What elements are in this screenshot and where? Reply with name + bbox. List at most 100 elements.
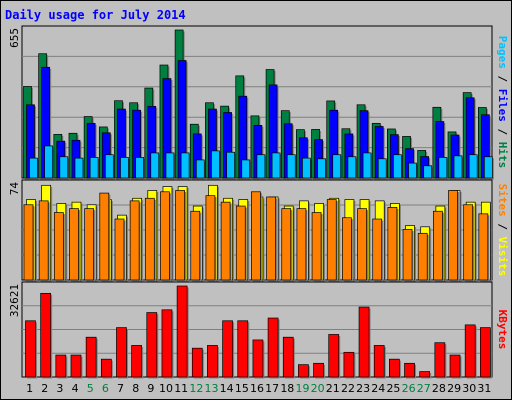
kbytes-bar	[389, 358, 400, 378]
pages-bar	[286, 154, 296, 179]
kbytes-bar	[207, 345, 218, 378]
legend-label: KBytes	[496, 310, 509, 350]
legend-entry: Visits	[496, 237, 509, 277]
sites-bar	[175, 190, 185, 281]
legend-entry: /	[496, 122, 509, 142]
kbytes-bar	[85, 336, 97, 378]
legend-entry: KBytes	[496, 310, 509, 350]
kbytes-bar	[70, 354, 82, 378]
pages-bar	[195, 159, 205, 179]
pages-bar	[423, 165, 433, 179]
kbytes-bar	[131, 345, 142, 378]
pages-bar	[468, 154, 478, 179]
pages-bar	[211, 150, 220, 179]
day-label: 13	[205, 382, 219, 395]
day-label: 15	[235, 382, 249, 395]
day-label: 22	[341, 382, 355, 395]
chart-title: Daily usage for July 2014	[5, 8, 186, 22]
kbytes-bar	[100, 358, 112, 378]
sites-bar	[266, 196, 276, 281]
sites-bar	[478, 213, 489, 281]
kbytes-bar	[328, 334, 340, 378]
pages-bar	[483, 156, 493, 179]
y-max-label: 74	[8, 182, 21, 196]
pages-bar	[377, 158, 387, 179]
day-label: 23	[356, 382, 370, 395]
legend-entry: /	[496, 69, 509, 89]
legend-entry: /	[496, 217, 509, 237]
pages-bar	[362, 152, 372, 179]
kbytes-bar	[282, 336, 294, 378]
kbytes-bar	[222, 320, 233, 378]
legend-label: Sites / Visits	[496, 184, 509, 277]
pages-bar	[332, 154, 342, 179]
pages-bar	[150, 152, 160, 179]
pages-bar	[180, 152, 190, 179]
day-label: 14	[220, 382, 234, 395]
kbytes-bar	[146, 312, 158, 378]
sites-bar	[372, 218, 383, 281]
kbytes-bar	[298, 364, 309, 378]
kbytes-bar	[343, 351, 355, 378]
legend-entry: Pages	[496, 36, 509, 69]
sites-bar	[144, 197, 155, 281]
kbytes-bar	[191, 347, 203, 378]
sites-bar	[84, 208, 94, 281]
sites-bar	[38, 200, 49, 281]
pages-bar	[256, 154, 266, 179]
sites-bar	[129, 200, 140, 281]
sites-bar	[402, 229, 413, 281]
kbytes-bar	[25, 320, 36, 378]
kbytes-bar	[479, 327, 491, 378]
day-label: 28	[432, 382, 446, 395]
sites-bar	[23, 204, 34, 281]
pages-bar	[438, 157, 448, 179]
pages-bar	[120, 157, 129, 179]
pages-bar	[347, 156, 357, 179]
pages-bar	[271, 152, 281, 179]
day-label: 21	[326, 382, 340, 395]
day-label: 29	[447, 382, 461, 395]
day-label: 11	[174, 382, 188, 395]
kbytes-bar	[449, 354, 461, 378]
day-label: 25	[386, 382, 400, 395]
sites-bar	[235, 205, 246, 281]
day-label: 30	[462, 382, 476, 395]
sites-bar	[190, 210, 201, 281]
day-label: 26	[402, 382, 416, 395]
kbytes-bar	[176, 285, 188, 378]
pages-bar	[29, 157, 38, 179]
day-label: 27	[417, 382, 431, 395]
pages-bar	[302, 157, 311, 179]
sites-bar	[251, 191, 261, 281]
legend-label: Pages / Files / Hits	[496, 36, 509, 169]
kbytes-bar	[464, 324, 476, 378]
day-label: 20	[311, 382, 325, 395]
pages-bar	[408, 162, 417, 179]
day-label: 12	[189, 382, 203, 395]
kbytes-bar	[404, 362, 415, 378]
sites-bar	[69, 208, 79, 281]
kbytes-bar	[313, 362, 324, 378]
legend-entry: Files	[496, 89, 509, 122]
sites-bar	[160, 191, 170, 281]
legend-entry: Sites	[496, 184, 509, 217]
kbytes-bar	[267, 317, 279, 378]
kbytes-bar	[358, 306, 370, 378]
kbytes-bar	[237, 320, 249, 378]
sites-bar	[220, 201, 231, 281]
sites-bar	[342, 217, 352, 281]
sites-bar	[53, 212, 64, 281]
pages-bar	[104, 154, 114, 179]
pages-bar	[44, 145, 54, 179]
sites-bar	[463, 204, 474, 281]
sites-bar	[296, 208, 307, 281]
sites-bar	[205, 195, 216, 281]
pages-bar	[226, 151, 235, 179]
pages-bar	[241, 159, 251, 179]
kbytes-bar	[40, 292, 52, 378]
day-label: 5	[87, 382, 94, 395]
pages-bar	[59, 156, 69, 179]
day-label: 31	[477, 382, 491, 395]
